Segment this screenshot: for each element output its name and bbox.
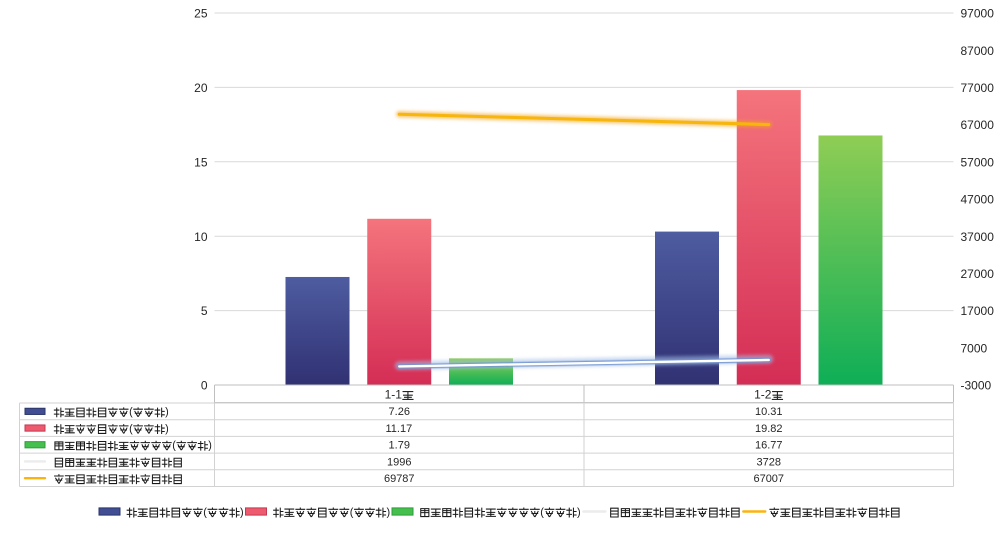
svg-text:): ) bbox=[208, 439, 212, 451]
svg-text:87000: 87000 bbox=[961, 44, 995, 58]
svg-text:(: ( bbox=[540, 506, 544, 518]
svg-text:(: ( bbox=[203, 506, 207, 518]
svg-text:7000: 7000 bbox=[961, 341, 988, 355]
svg-text:25: 25 bbox=[194, 7, 208, 21]
svg-text:16.77: 16.77 bbox=[755, 440, 783, 452]
svg-text:7.26: 7.26 bbox=[389, 406, 410, 418]
svg-text:37000: 37000 bbox=[961, 230, 995, 244]
svg-text:10.31: 10.31 bbox=[755, 406, 783, 418]
svg-text:67000: 67000 bbox=[961, 118, 995, 132]
svg-text:1-2: 1-2 bbox=[754, 387, 772, 401]
svg-text:20: 20 bbox=[194, 81, 208, 95]
svg-text:3728: 3728 bbox=[757, 456, 781, 468]
svg-text:15: 15 bbox=[194, 155, 208, 169]
svg-text:): ) bbox=[165, 423, 169, 435]
svg-text:): ) bbox=[165, 406, 169, 418]
svg-text:97000: 97000 bbox=[961, 7, 995, 21]
svg-text:1996: 1996 bbox=[387, 456, 411, 468]
svg-text:67007: 67007 bbox=[753, 473, 784, 485]
svg-text:19.82: 19.82 bbox=[755, 423, 783, 435]
svg-text:69787: 69787 bbox=[384, 473, 415, 485]
svg-text:(: ( bbox=[129, 423, 133, 435]
svg-text:): ) bbox=[386, 506, 390, 518]
svg-text:10: 10 bbox=[194, 230, 208, 244]
svg-text:27000: 27000 bbox=[961, 267, 995, 281]
svg-text:57000: 57000 bbox=[961, 155, 995, 169]
svg-text:5: 5 bbox=[201, 304, 208, 318]
svg-text:17000: 17000 bbox=[961, 304, 995, 318]
svg-text:11.17: 11.17 bbox=[385, 423, 412, 435]
svg-text:): ) bbox=[577, 506, 581, 518]
svg-text:(: ( bbox=[350, 506, 354, 518]
svg-text:): ) bbox=[240, 506, 244, 518]
svg-text:(: ( bbox=[129, 406, 133, 418]
svg-text:1.79: 1.79 bbox=[389, 440, 410, 452]
svg-text:-3000: -3000 bbox=[961, 379, 992, 393]
svg-text:47000: 47000 bbox=[961, 193, 995, 207]
svg-text:(: ( bbox=[172, 439, 176, 451]
svg-text:0: 0 bbox=[201, 379, 208, 393]
svg-text:1-1: 1-1 bbox=[385, 387, 403, 401]
svg-text:77000: 77000 bbox=[961, 81, 995, 95]
